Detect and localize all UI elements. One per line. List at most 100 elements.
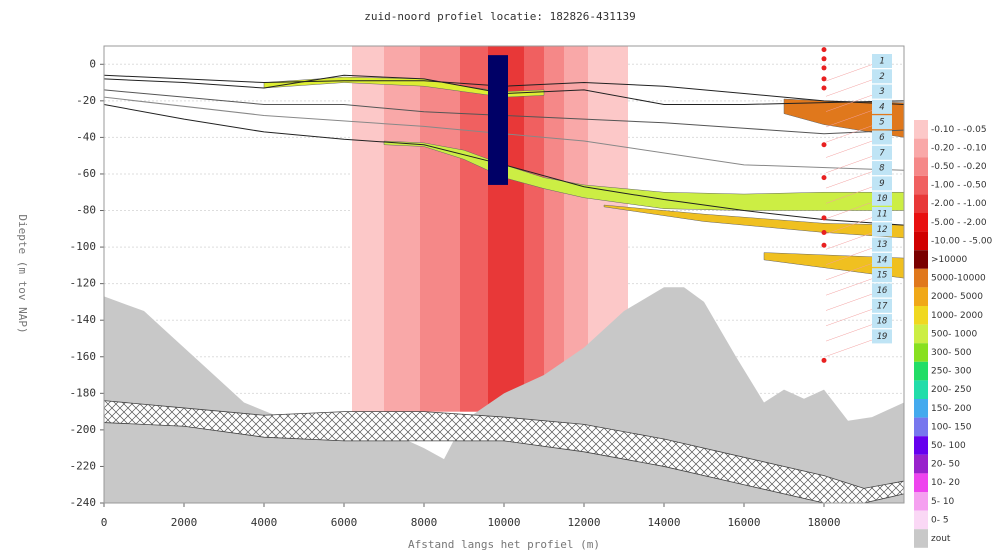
filter-point <box>821 175 827 181</box>
x-tick-label: 0 <box>101 516 108 529</box>
layer <box>603 204 904 239</box>
hatched-layer <box>104 400 904 503</box>
plot-area <box>104 46 904 503</box>
plot-frame <box>103 45 905 504</box>
layer-label-box <box>872 99 892 114</box>
layer-label-box <box>872 268 892 283</box>
legend-label: 10- 20 <box>931 478 960 488</box>
layer-label: 18 <box>877 317 888 327</box>
legend-label: zout <box>931 534 951 544</box>
legend-swatch <box>914 175 928 195</box>
legend-label: 5000-10000 <box>931 274 986 284</box>
legend-label: >10000 <box>931 255 967 265</box>
layer-label: 5 <box>879 118 884 128</box>
legend-label: 2000- 5000 <box>931 292 983 302</box>
legend-label: -5.00 - -2.00 <box>931 218 987 228</box>
layer-label-box <box>872 191 892 206</box>
layer-label-box <box>872 207 892 221</box>
filter-point <box>821 76 827 82</box>
legend-swatch <box>914 454 928 474</box>
layer-label-box <box>872 69 892 84</box>
y-tick-label: -200 <box>70 423 97 436</box>
layer-label: 9 <box>879 179 884 189</box>
filter-point <box>821 229 827 235</box>
legend-label: -0.50 - -0.20 <box>931 162 987 172</box>
legend-swatch <box>914 361 928 381</box>
y-tick-label: -140 <box>70 313 97 326</box>
legend-swatch <box>914 194 928 213</box>
y-tick-label: -80 <box>76 204 96 217</box>
legend-label: -0.10 - -0.05 <box>931 125 987 135</box>
legend-label: 200- 250 <box>931 385 972 395</box>
layer-label: 17 <box>877 301 888 311</box>
filter-point <box>821 357 827 363</box>
layer-label-box <box>872 252 892 267</box>
layer-label: 6 <box>879 133 884 143</box>
layer-label: 14 <box>877 255 888 265</box>
legend-swatch <box>914 268 928 288</box>
layer-label: 2 <box>879 72 884 82</box>
x-tick-label: 2000 <box>171 516 198 529</box>
filter-point <box>821 242 827 248</box>
layer-label: 3 <box>878 87 884 97</box>
legend-swatch <box>914 157 928 176</box>
legend-swatch <box>914 529 928 548</box>
legend-swatch <box>914 324 928 344</box>
y-tick-label: 0 <box>89 57 96 70</box>
axes: 0 -20 -40 -60 -80 -100 -120 -140 -160 -180 -200 -22… <box>70 45 905 529</box>
legend-swatch <box>914 436 928 455</box>
well <box>488 55 508 185</box>
layer-label: 7 <box>879 148 885 158</box>
legend-label: 100- 150 <box>931 422 972 432</box>
legend-swatch <box>914 231 928 251</box>
layer-label-box <box>872 222 892 237</box>
legend-label: 300- 500 <box>931 348 972 358</box>
layer-label-box <box>872 298 892 313</box>
x-axis-label: Afstand langs het profiel (m) <box>408 538 600 551</box>
legend-label: 150- 200 <box>931 404 972 414</box>
legend-swatch <box>914 343 928 362</box>
layer-label: 8 <box>879 164 884 174</box>
legend-label: 5- 10 <box>931 497 955 507</box>
legend-swatch <box>914 399 928 418</box>
x-tick-label: 14000 <box>647 516 680 529</box>
layer-label-box <box>872 283 892 298</box>
y-tick-label: -180 <box>70 386 97 399</box>
layer-label: 4 <box>879 102 884 112</box>
layer-label-box <box>872 115 892 130</box>
layer-label-box <box>872 329 892 344</box>
y-tick-label: -220 <box>70 459 97 472</box>
layer-label: 11 <box>877 210 888 220</box>
legend-label: 1000- 2000 <box>931 311 983 321</box>
legend-swatch <box>914 120 928 139</box>
layer-label: 12 <box>877 225 888 235</box>
layer-label: 19 <box>877 332 888 342</box>
layer-label-box <box>872 84 892 99</box>
filter-point <box>821 142 827 148</box>
legend-swatch <box>914 138 928 158</box>
legend-label: 250- 300 <box>931 367 972 377</box>
layer <box>763 252 904 279</box>
y-tick-label: -240 <box>70 496 97 509</box>
layer-label-box <box>872 176 892 191</box>
legend-swatch <box>914 473 928 492</box>
y-tick-label: -40 <box>76 130 96 143</box>
layer-label: 1 <box>879 57 884 67</box>
y-axis-label: Diepte (m tov NAP) <box>16 214 29 333</box>
x-tick-label: 12000 <box>567 516 600 529</box>
layer-label: 15 <box>877 271 888 281</box>
legend-swatch <box>914 306 928 325</box>
layer-label-box <box>872 161 892 176</box>
legend-label: 0- 5 <box>931 515 949 525</box>
layer-label-box <box>872 130 892 145</box>
filter-point <box>821 85 827 91</box>
x-tick-label: 8000 <box>411 516 438 529</box>
filter-point <box>821 215 827 221</box>
filter-point <box>821 47 827 53</box>
legend-swatch <box>914 417 928 437</box>
filter-point <box>821 56 827 62</box>
legend-label: 50- 100 <box>931 441 966 451</box>
y-tick-label: -20 <box>76 94 96 107</box>
legend-label: -2.00 - -1.00 <box>931 199 987 209</box>
